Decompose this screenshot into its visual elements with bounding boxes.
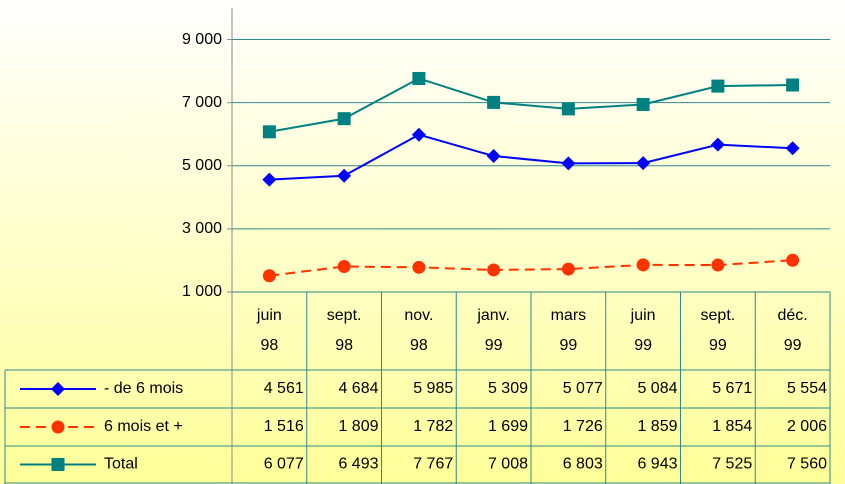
x-tick-label-wrap: juin 99 (606, 292, 681, 370)
legend-label: 6 mois et + (104, 418, 183, 435)
y-tick-label: 7 000 (182, 94, 222, 111)
marker (262, 125, 276, 139)
table-value: 5 077 (563, 380, 603, 397)
x-tick-label-wrap: juin 98 (232, 292, 307, 370)
table-value: 7 767 (413, 456, 453, 473)
x-tick-label-box: déc. 99 (755, 292, 830, 370)
table-value: 1 726 (563, 418, 603, 435)
table-value: 1 699 (488, 418, 528, 435)
table-value: 6 943 (637, 456, 677, 473)
table-value: 4 684 (338, 380, 378, 397)
x-tick-label: nov. 98 (404, 307, 434, 354)
x-tick-label-box: nov. 98 (382, 292, 457, 370)
x-tick-label-box: mars 99 (531, 292, 606, 370)
marker (561, 102, 575, 116)
table-value: 1 859 (637, 418, 677, 435)
marker (561, 156, 576, 171)
x-tick-label-wrap: déc. 99 (755, 292, 830, 370)
table-value: 6 493 (338, 456, 378, 473)
marker (337, 259, 351, 273)
marker (51, 382, 65, 396)
table-value: 6 803 (563, 456, 603, 473)
y-tick-label: 3 000 (182, 220, 222, 237)
table-value: 5 084 (637, 380, 677, 397)
table-value: 7 525 (712, 456, 752, 473)
table-value: 1 809 (338, 418, 378, 435)
marker (337, 168, 352, 183)
x-tick-label-box: janv. 99 (456, 292, 531, 370)
x-tick-label-wrap: janv. 99 (456, 292, 531, 370)
marker (636, 156, 651, 171)
table-value: 6 077 (264, 456, 304, 473)
x-tick-label-box: sept. 99 (681, 292, 756, 370)
x-tick-label: juin 98 (256, 307, 282, 354)
table-value: 1 516 (264, 418, 304, 435)
x-tick-label-box: juin 98 (232, 292, 307, 370)
y-tick-label: 5 000 (182, 157, 222, 174)
table-value: 7 008 (488, 456, 528, 473)
marker (51, 458, 65, 471)
table-value: 5 554 (787, 380, 827, 397)
marker (411, 127, 426, 142)
table-value: 7 560 (787, 456, 827, 473)
x-tick-label: janv. 99 (477, 307, 510, 354)
x-tick-label-wrap: mars 99 (531, 292, 606, 370)
marker (412, 260, 426, 274)
x-tick-label: mars 99 (550, 307, 587, 354)
x-tick-label: sept. 98 (326, 307, 362, 354)
marker (487, 95, 501, 109)
marker (262, 269, 276, 283)
legend-label: Total (104, 456, 138, 473)
x-tick-label: déc. 99 (777, 307, 808, 354)
marker (486, 149, 501, 164)
table-value: 2 006 (787, 418, 827, 435)
marker (636, 97, 650, 111)
marker (412, 71, 426, 85)
table-value: 5 985 (413, 380, 453, 397)
table-value: 1 782 (413, 418, 453, 435)
table-value: 4 561 (264, 380, 304, 397)
series-line (269, 77, 793, 133)
marker (786, 253, 800, 267)
series-line (269, 259, 793, 277)
x-tick-label: sept. 99 (700, 307, 736, 354)
marker (487, 263, 501, 277)
marker (786, 78, 800, 92)
marker (561, 262, 575, 276)
series-line (269, 133, 793, 181)
marker (711, 258, 725, 272)
table-value: 5 309 (488, 380, 528, 397)
table-value: 5 671 (712, 380, 752, 397)
x-tick-label-box: sept. 98 (307, 292, 382, 370)
marker (785, 141, 800, 156)
y-tick-label: 1 000 (182, 283, 222, 300)
marker (711, 79, 725, 93)
marker (337, 112, 351, 126)
marker (636, 258, 650, 272)
marker (262, 172, 277, 187)
x-tick-label-wrap: sept. 98 (307, 292, 382, 370)
marker (51, 420, 65, 434)
table-value: 1 854 (712, 418, 752, 435)
x-tick-label-wrap: sept. 99 (681, 292, 756, 370)
x-tick-label-wrap: nov. 98 (382, 292, 457, 370)
legend-label: - de 6 mois (104, 380, 183, 397)
x-tick-label-box: juin 99 (606, 292, 681, 370)
y-tick-label: 9 000 (182, 31, 222, 48)
marker (710, 137, 725, 152)
x-tick-label: juin 99 (630, 307, 656, 354)
